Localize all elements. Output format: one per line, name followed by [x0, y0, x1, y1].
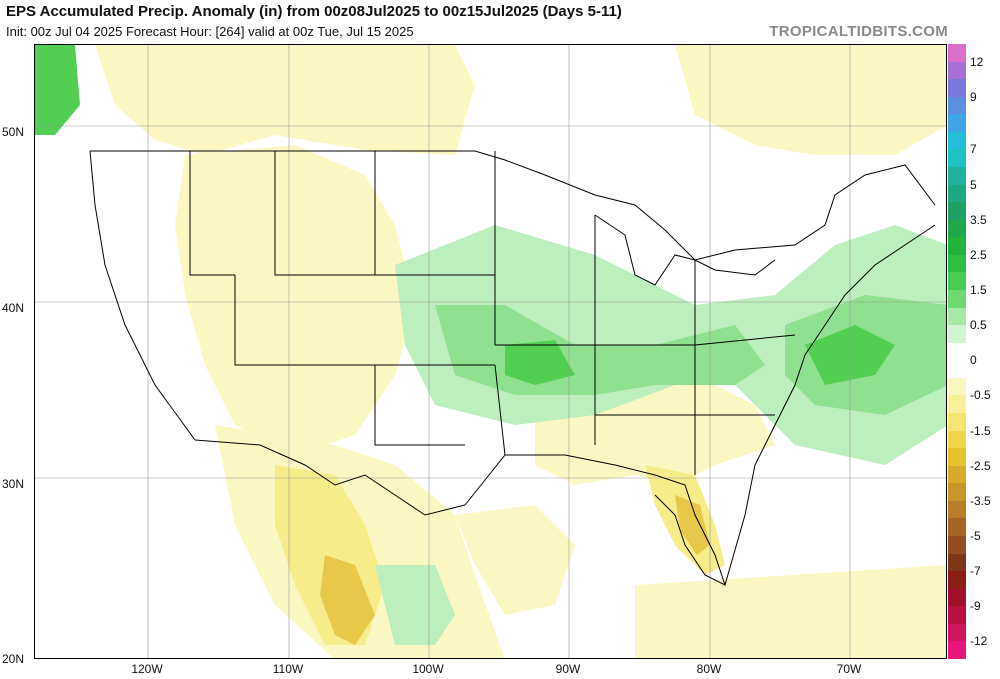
- us-mexico-border: [194, 439, 466, 516]
- colorbar-cell: [948, 553, 966, 572]
- colorbar-label: 2.5: [970, 247, 987, 262]
- colorbar-label: -1.5: [970, 423, 991, 438]
- colorbar-cell: [948, 500, 966, 519]
- colorbar-cell: [948, 272, 966, 291]
- colorbar-cell: [948, 395, 966, 414]
- colorbar-cell: [948, 237, 966, 256]
- lon-label-70w: 70W: [836, 662, 862, 676]
- pacific-coast: [89, 150, 196, 441]
- colorbar-cell: [948, 571, 966, 590]
- lat-label-20n: 20N: [2, 652, 25, 666]
- colorbar-cell: [948, 606, 966, 625]
- colorbar-cell: [948, 131, 966, 150]
- colorbar-cell: [948, 325, 966, 344]
- colorbar-label: 9: [970, 89, 977, 104]
- colorbar-cell: [948, 536, 966, 555]
- colorbar-label: 5: [970, 177, 977, 192]
- forecast-info: Init: 00z Jul 04 2025 Forecast Hour: [26…: [6, 24, 414, 39]
- wet-region-pacific-corner: [35, 45, 80, 135]
- precip-anomaly-map: [34, 44, 947, 659]
- colorbar-cell: [948, 167, 966, 186]
- colorbar-cell: [948, 377, 966, 396]
- colorbar-label: 0.5: [970, 318, 987, 333]
- lat-label-50n: 50N: [2, 125, 25, 139]
- state-line-9: [494, 364, 506, 456]
- lon-label-100w: 100W: [412, 662, 444, 676]
- colorbar-label: 3.5: [970, 212, 987, 227]
- colorbar-label: -3.5: [970, 493, 991, 508]
- dry-region-gulf-west: [455, 505, 575, 615]
- colorbar-cell: [948, 79, 966, 98]
- colorbar-label: 1.5: [970, 283, 987, 297]
- brand-watermark: TROPICALTIDBITS.COM: [769, 23, 948, 40]
- colorbar-cell: [948, 290, 966, 309]
- colorbar-cell: [948, 518, 966, 537]
- colorbar-cell: [948, 465, 966, 484]
- colorbar-cell: [948, 254, 966, 273]
- lon-label-80w: 80W: [696, 662, 722, 676]
- state-borders: [89, 150, 936, 586]
- dry-region-mountain-west: [175, 145, 415, 455]
- lon-label-110w: 110W: [272, 662, 304, 676]
- great-lakes: [594, 214, 776, 286]
- colorbar-label: -9: [970, 599, 981, 614]
- graticule: [35, 45, 946, 658]
- colorbar: [948, 44, 966, 660]
- colorbar-cell: [948, 588, 966, 607]
- dry-region-caribbean: [635, 565, 946, 658]
- colorbar-cell: [948, 149, 966, 168]
- colorbar-label: 7: [970, 142, 977, 157]
- colorbar-label: -12: [970, 634, 988, 649]
- colorbar-label: -0.5: [970, 388, 991, 403]
- dry-region-pacific-nw: [95, 45, 475, 155]
- colorbar-cell: [948, 114, 966, 133]
- gulf-coast: [464, 454, 726, 586]
- map-canvas: [35, 45, 946, 658]
- colorbar-cell: [948, 483, 966, 502]
- colorbar-cell: [948, 413, 966, 432]
- colorbar-cell: [948, 307, 966, 326]
- colorbar-cell: [948, 44, 966, 63]
- lat-label-40n: 40N: [2, 301, 25, 315]
- colorbar-cell: [948, 61, 966, 80]
- colorbar-cell: [948, 360, 966, 379]
- lon-label-120w: 120W: [131, 662, 163, 676]
- colorbar-label: -2.5: [970, 458, 991, 473]
- colorbar-label: 0: [970, 353, 977, 368]
- dry-region-sierra-madre: [320, 555, 375, 645]
- state-line-4: [234, 275, 495, 366]
- dry-region-quebec: [675, 45, 946, 155]
- colorbar-cell: [948, 641, 966, 660]
- dry-region-florida-core: [675, 495, 710, 555]
- state-line-8: [374, 365, 465, 446]
- wet-region-mexico-interior: [375, 565, 455, 645]
- lon-label-90w: 90W: [555, 662, 581, 676]
- colorbar-cell: [948, 342, 966, 361]
- colorbar-cell: [948, 202, 966, 221]
- atlantic-coast: [724, 224, 936, 586]
- colorbar-cell: [948, 219, 966, 238]
- colorbar-cell: [948, 623, 966, 642]
- chart-title: EPS Accumulated Precip. Anomaly (in) fro…: [6, 3, 622, 20]
- colorbar-label: -5: [970, 529, 981, 543]
- lat-label-30n: 30N: [2, 477, 25, 491]
- colorbar-cell: [948, 448, 966, 467]
- colorbar-cell: [948, 96, 966, 115]
- colorbar-cell: [948, 430, 966, 449]
- state-line-2: [274, 151, 376, 276]
- state-line-3: [375, 274, 796, 346]
- state-line-1: [189, 151, 235, 276]
- wet-region-ozarks-core: [505, 340, 575, 385]
- colorbar-label: -7: [970, 564, 981, 579]
- colorbar-label: 12: [970, 54, 984, 69]
- colorbar-cell: [948, 184, 966, 203]
